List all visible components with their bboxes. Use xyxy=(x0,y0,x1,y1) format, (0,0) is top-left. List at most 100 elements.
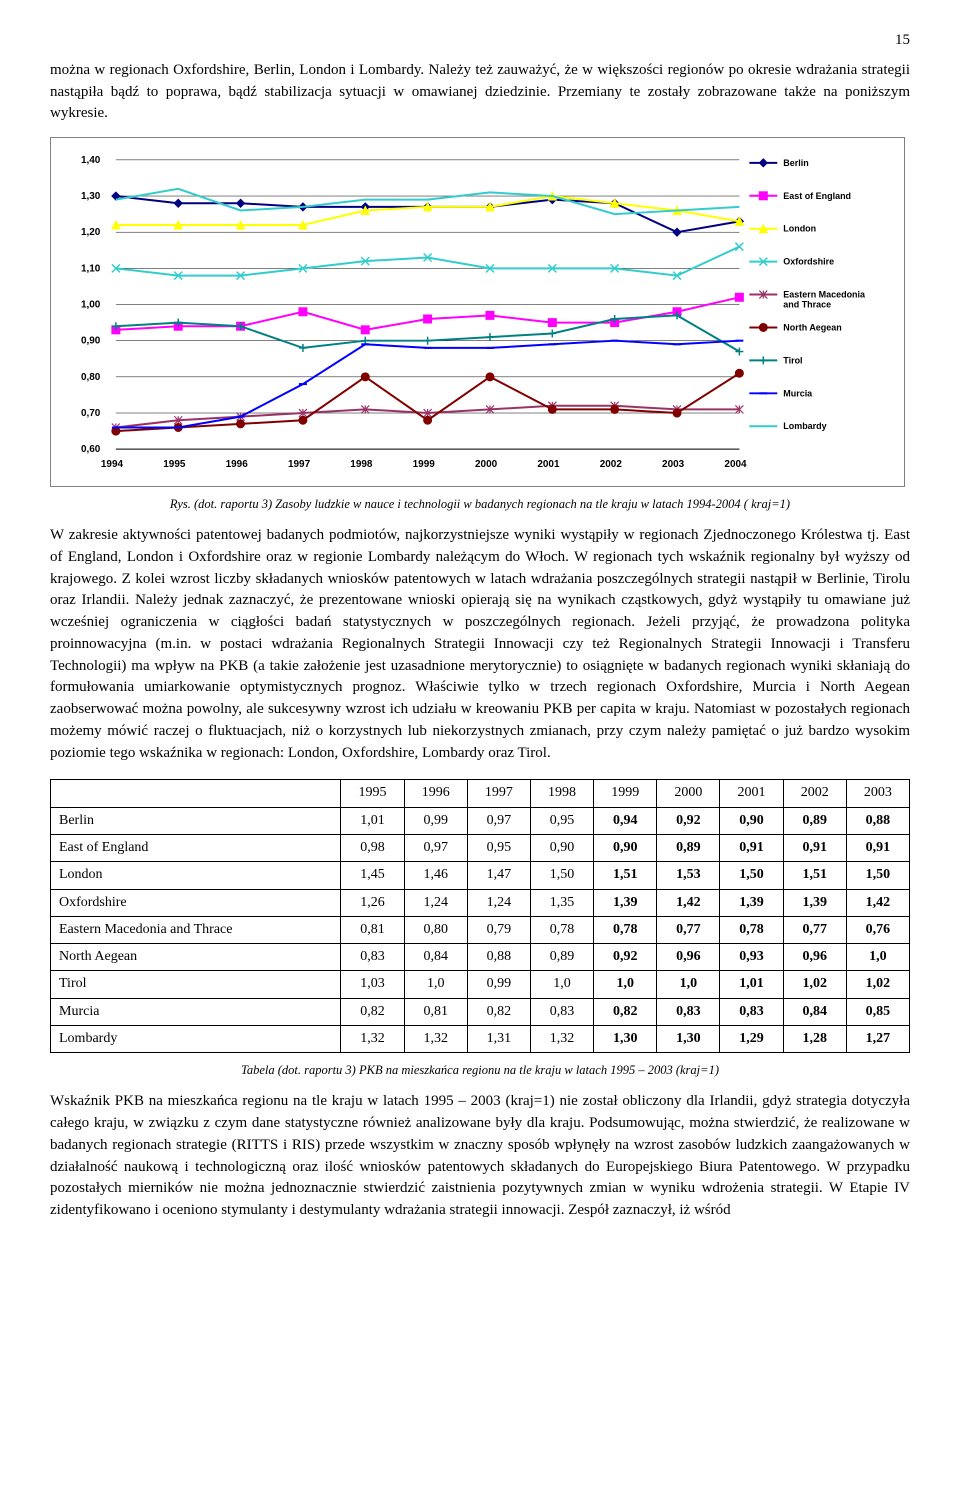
svg-text:2004: 2004 xyxy=(724,459,747,470)
svg-text:1997: 1997 xyxy=(288,459,311,470)
data-cell: 0,91 xyxy=(720,834,783,861)
data-cell: 1,39 xyxy=(783,889,846,916)
data-cell: 1,32 xyxy=(530,1026,593,1053)
data-cell: 1,50 xyxy=(530,862,593,889)
data-cell: 0,94 xyxy=(594,807,657,834)
data-cell: 1,0 xyxy=(530,971,593,998)
svg-text:Eastern Macedonia: Eastern Macedonia xyxy=(783,290,866,300)
line-chart: 0,600,700,800,901,001,101,201,301,401994… xyxy=(50,137,905,487)
column-header-year: 1997 xyxy=(467,780,530,807)
data-cell: 0,79 xyxy=(467,916,530,943)
data-cell: 0,77 xyxy=(657,916,720,943)
data-cell: 1,53 xyxy=(657,862,720,889)
data-cell: 0,80 xyxy=(404,916,467,943)
table-row: Tirol1,031,00,991,01,01,01,011,021,02 xyxy=(51,971,910,998)
column-header-year: 2001 xyxy=(720,780,783,807)
data-cell: 1,42 xyxy=(846,889,909,916)
table-row: North Aegean0,830,840,880,890,920,960,93… xyxy=(51,944,910,971)
intro-paragraph: można w regionach Oxfordshire, Berlin, L… xyxy=(50,60,910,125)
middle-paragraph: W zakresie aktywności patentowej badanyc… xyxy=(50,525,910,764)
data-cell: 1,02 xyxy=(846,971,909,998)
svg-text:1996: 1996 xyxy=(226,459,249,470)
data-cell: 0,93 xyxy=(720,944,783,971)
svg-text:Tirol: Tirol xyxy=(783,355,802,365)
svg-text:1,40: 1,40 xyxy=(81,155,101,166)
svg-text:1,30: 1,30 xyxy=(81,191,101,202)
data-cell: 1,27 xyxy=(846,1026,909,1053)
table-row: Oxfordshire1,261,241,241,351,391,421,391… xyxy=(51,889,910,916)
data-cell: 1,35 xyxy=(530,889,593,916)
data-cell: 0,78 xyxy=(594,916,657,943)
svg-text:1,00: 1,00 xyxy=(81,300,101,311)
svg-text:and Thrace: and Thrace xyxy=(783,300,831,310)
data-cell: 0,83 xyxy=(530,998,593,1025)
svg-text:East of England: East of England xyxy=(783,191,851,201)
row-label: East of England xyxy=(51,834,341,861)
data-cell: 0,81 xyxy=(341,916,404,943)
data-cell: 0,92 xyxy=(657,807,720,834)
table-row: Lombardy1,321,321,311,321,301,301,291,28… xyxy=(51,1026,910,1053)
svg-text:Murcia: Murcia xyxy=(783,388,813,398)
data-cell: 0,83 xyxy=(720,998,783,1025)
data-cell: 0,90 xyxy=(530,834,593,861)
svg-text:0,70: 0,70 xyxy=(81,408,101,419)
data-cell: 0,88 xyxy=(846,807,909,834)
data-cell: 0,89 xyxy=(657,834,720,861)
svg-text:London: London xyxy=(783,224,816,234)
pkb-table: 199519961997199819992000200120022003 Ber… xyxy=(50,779,910,1053)
data-cell: 0,99 xyxy=(467,971,530,998)
column-header-year: 2003 xyxy=(846,780,909,807)
svg-text:2001: 2001 xyxy=(537,459,560,470)
data-cell: 0,92 xyxy=(594,944,657,971)
data-cell: 0,89 xyxy=(783,807,846,834)
data-cell: 0,82 xyxy=(341,998,404,1025)
data-cell: 0,88 xyxy=(467,944,530,971)
data-cell: 1,32 xyxy=(341,1026,404,1053)
data-cell: 0,95 xyxy=(530,807,593,834)
data-cell: 1,39 xyxy=(720,889,783,916)
svg-text:North Aegean: North Aegean xyxy=(783,322,841,332)
data-cell: 0,83 xyxy=(341,944,404,971)
column-header-year: 1995 xyxy=(341,780,404,807)
table-row: East of England0,980,970,950,900,900,890… xyxy=(51,834,910,861)
data-cell: 0,78 xyxy=(720,916,783,943)
table-row: Murcia0,820,810,820,830,820,830,830,840,… xyxy=(51,998,910,1025)
row-label: Oxfordshire xyxy=(51,889,341,916)
data-cell: 1,31 xyxy=(467,1026,530,1053)
data-cell: 1,02 xyxy=(783,971,846,998)
data-cell: 0,98 xyxy=(341,834,404,861)
data-cell: 0,81 xyxy=(404,998,467,1025)
row-label: London xyxy=(51,862,341,889)
column-header-year: 1996 xyxy=(404,780,467,807)
bottom-paragraph: Wskaźnik PKB na mieszkańca regionu na tl… xyxy=(50,1091,910,1222)
data-cell: 1,28 xyxy=(783,1026,846,1053)
svg-text:0,80: 0,80 xyxy=(81,372,101,383)
svg-text:Berlin: Berlin xyxy=(783,158,808,168)
svg-text:1994: 1994 xyxy=(101,459,124,470)
data-cell: 1,30 xyxy=(594,1026,657,1053)
row-label: Lombardy xyxy=(51,1026,341,1053)
column-header-year: 1998 xyxy=(530,780,593,807)
svg-text:Oxfordshire: Oxfordshire xyxy=(783,257,834,267)
svg-text:1995: 1995 xyxy=(163,459,186,470)
data-cell: 1,29 xyxy=(720,1026,783,1053)
data-cell: 1,47 xyxy=(467,862,530,889)
data-cell: 0,95 xyxy=(467,834,530,861)
data-cell: 0,90 xyxy=(594,834,657,861)
data-cell: 0,78 xyxy=(530,916,593,943)
data-cell: 1,0 xyxy=(846,944,909,971)
svg-text:2002: 2002 xyxy=(600,459,623,470)
data-cell: 1,30 xyxy=(657,1026,720,1053)
svg-text:Lombardy: Lombardy xyxy=(783,421,826,431)
row-label: Eastern Macedonia and Thrace xyxy=(51,916,341,943)
column-header-year: 2002 xyxy=(783,780,846,807)
data-cell: 1,32 xyxy=(404,1026,467,1053)
row-label: Berlin xyxy=(51,807,341,834)
table-row: Berlin1,010,990,970,950,940,920,900,890,… xyxy=(51,807,910,834)
data-cell: 1,50 xyxy=(846,862,909,889)
svg-text:1999: 1999 xyxy=(413,459,436,470)
page-number: 15 xyxy=(50,30,910,52)
column-header-region xyxy=(51,780,341,807)
data-cell: 1,26 xyxy=(341,889,404,916)
data-cell: 1,46 xyxy=(404,862,467,889)
